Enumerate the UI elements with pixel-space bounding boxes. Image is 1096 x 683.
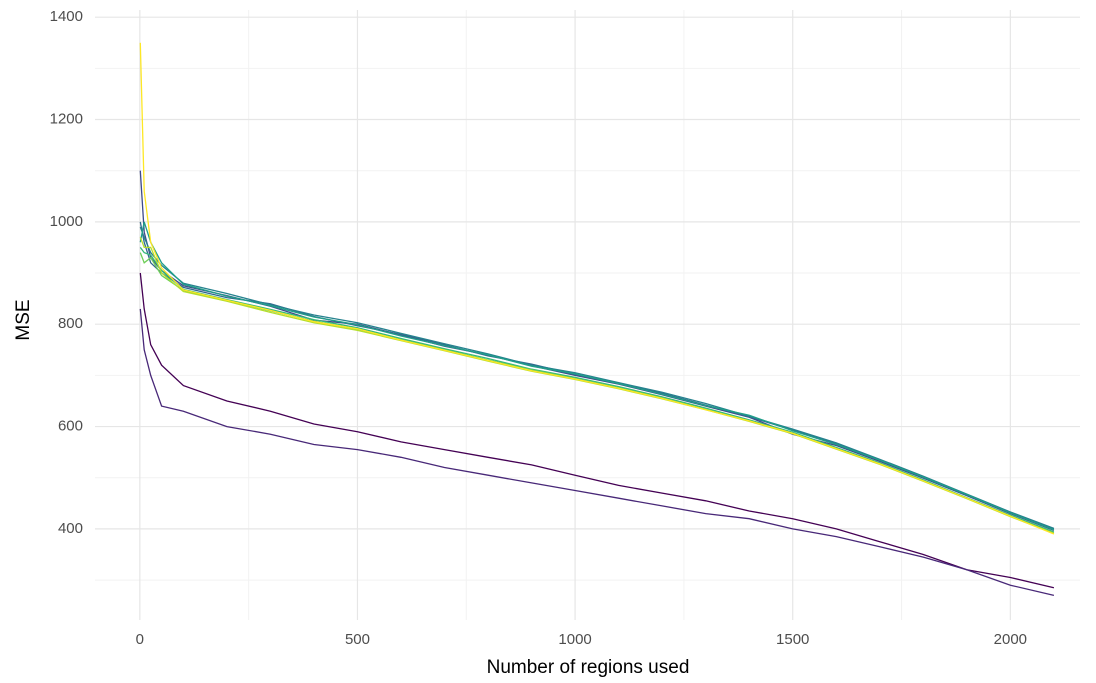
y-tick-label: 600 <box>58 418 83 435</box>
series-line <box>139 247 1055 533</box>
series-line <box>139 236 1055 535</box>
y-tick-label: 800 <box>58 315 83 332</box>
x-tick-label: 0 <box>136 631 144 648</box>
x-axis-title: Number of regions used <box>487 657 690 678</box>
series-line <box>139 42 1055 535</box>
series-line <box>139 226 1055 530</box>
lines <box>139 42 1055 597</box>
x-tick-label: 1000 <box>558 631 591 648</box>
x-tick-label: 500 <box>345 631 370 648</box>
series-line <box>139 221 1055 531</box>
y-axis-title: MSE <box>13 299 34 340</box>
series-line <box>139 308 1055 597</box>
y-tick-label: 1000 <box>50 213 83 230</box>
y-tick-label: 1400 <box>50 8 83 25</box>
grid <box>95 10 1080 620</box>
y-tick-label: 400 <box>58 520 83 537</box>
x-tick-label: 1500 <box>776 631 809 648</box>
series-line <box>139 170 1055 532</box>
y-tick-label: 1200 <box>50 110 83 127</box>
series-line <box>139 252 1055 534</box>
series-line <box>139 272 1055 589</box>
x-tick-label: 2000 <box>994 631 1027 648</box>
